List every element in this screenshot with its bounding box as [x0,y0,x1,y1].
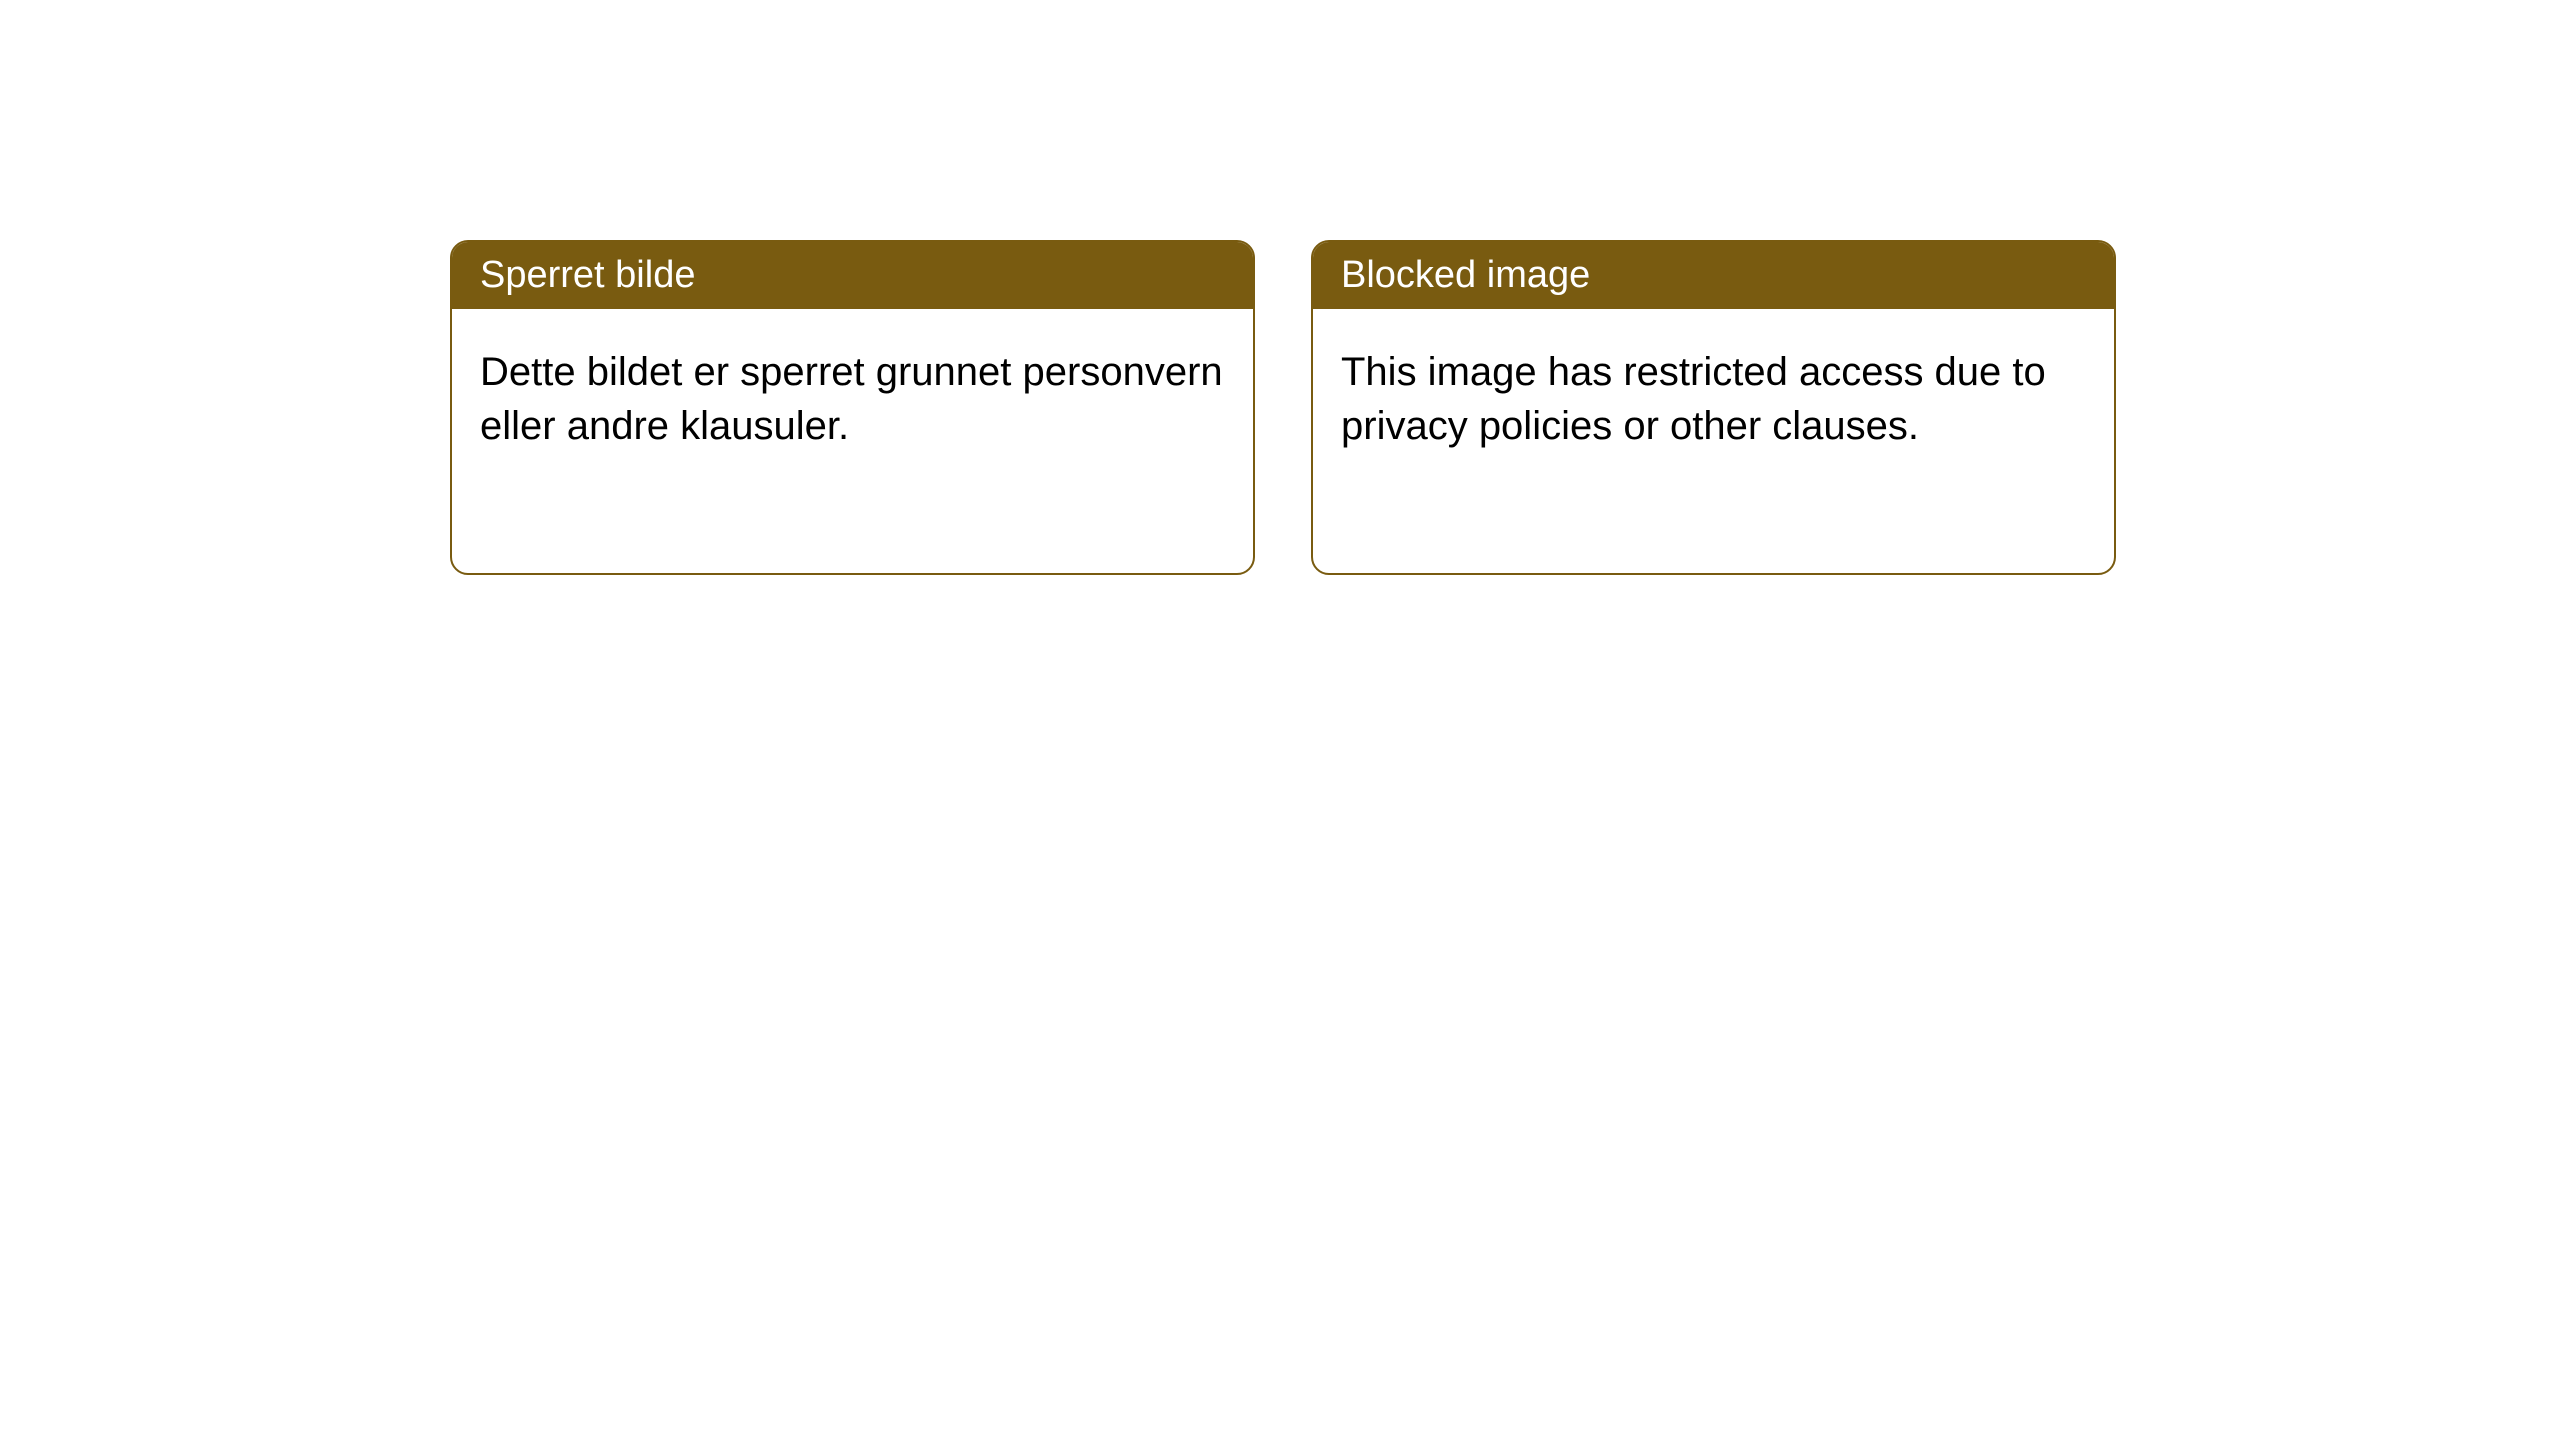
notice-text: Dette bildet er sperret grunnet personve… [480,345,1225,453]
notice-card-norwegian: Sperret bilde Dette bildet er sperret gr… [450,240,1255,575]
notice-header: Sperret bilde [452,242,1253,309]
notice-title: Sperret bilde [480,254,695,296]
notice-text: This image has restricted access due to … [1341,345,2086,453]
notice-card-english: Blocked image This image has restricted … [1311,240,2116,575]
notice-body: This image has restricted access due to … [1313,309,2114,481]
notice-container: Sperret bilde Dette bildet er sperret gr… [450,240,2116,575]
notice-header: Blocked image [1313,242,2114,309]
notice-title: Blocked image [1341,254,1590,296]
notice-body: Dette bildet er sperret grunnet personve… [452,309,1253,481]
